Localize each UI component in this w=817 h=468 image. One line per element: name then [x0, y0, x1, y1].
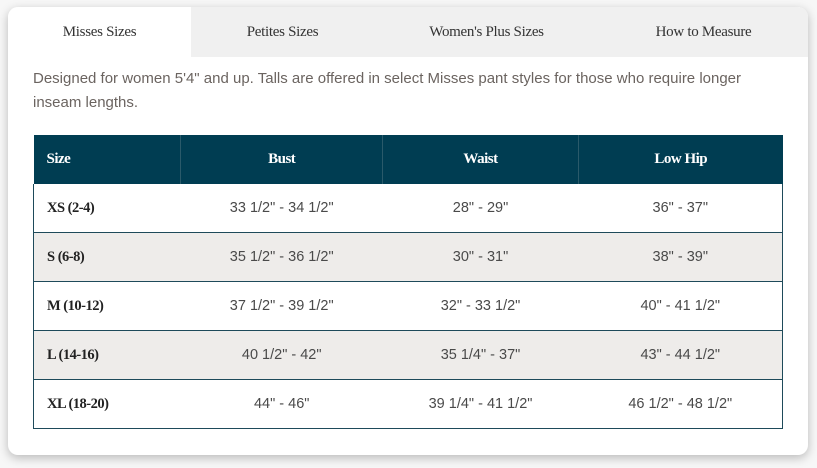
size-cell: XS (2-4): [33, 184, 181, 233]
description: Designed for women 5'4" and up. Talls ar…: [33, 70, 742, 111]
size-chart-card: Misses Sizes Petites Sizes Women's Plus …: [8, 7, 808, 455]
table-row: XS (2-4) 33 1/2" - 34 1/2" 28" - 29" 36" - …: [33, 184, 783, 233]
low-hip-cell: 40" - 41 1/2": [578, 281, 783, 331]
bust-cell: 37 1/2" - 39 1/2": [180, 281, 383, 331]
waist-cell: 35 1/4" - 37": [382, 330, 579, 380]
size-cell: M (10-12): [33, 281, 181, 331]
table-row: S (6-8) 35 1/2" - 36 1/2" 30" - 31" 38" - 3…: [33, 232, 783, 282]
table-row: XL (18-20) 44" - 46" 39 1/4" - 41 1/2" 46 1…: [33, 379, 783, 429]
tab-petites-sizes[interactable]: Petites Sizes: [246, 23, 319, 40]
table-header-row: Size Bust Waist Low Hip: [33, 135, 783, 184]
waist-cell: 30" - 31": [382, 232, 579, 282]
header-low-hip: Low Hip: [578, 135, 783, 184]
low-hip-cell: 43" - 44 1/2": [578, 330, 783, 380]
size-cell: XL (18-20): [33, 379, 181, 429]
size-cell: L (14-16): [33, 330, 181, 380]
waist-cell: 28" - 29": [382, 184, 579, 233]
size-table: Size Bust Waist Low Hip XS (2-4) 33 1/2" …: [33, 135, 783, 429]
table-row: M (10-12) 37 1/2" - 39 1/2" 32" - 33 1/2" 4…: [33, 281, 783, 331]
header-size: Size: [33, 135, 181, 184]
waist-cell: 39 1/4" - 41 1/2": [382, 379, 579, 429]
low-hip-cell: 36" - 37": [578, 184, 783, 233]
tab-misses-sizes[interactable]: Misses Sizes: [8, 7, 191, 57]
waist-cell: 32" - 33 1/2": [382, 281, 579, 331]
bust-cell: 44" - 46": [180, 379, 383, 429]
tab-womens-plus-sizes[interactable]: Women's Plus Sizes: [429, 23, 544, 40]
tab-how-to-measure[interactable]: How to Measure: [655, 23, 752, 40]
header-bust: Bust: [180, 135, 383, 184]
low-hip-cell: 38" - 39": [578, 232, 783, 282]
bust-cell: 35 1/2" - 36 1/2": [180, 232, 383, 282]
table-row: L (14-16) 40 1/2" - 42" 35 1/4" - 37" 43" -…: [33, 330, 783, 380]
bust-cell: 33 1/2" - 34 1/2": [180, 184, 383, 233]
size-cell: S (6-8): [33, 232, 181, 282]
low-hip-cell: 46 1/2" - 48 1/2": [578, 379, 783, 429]
bust-cell: 40 1/2" - 42": [180, 330, 383, 380]
size-tabs: Misses Sizes Petites Sizes Women's Plus …: [8, 7, 808, 57]
header-waist: Waist: [381, 135, 579, 184]
